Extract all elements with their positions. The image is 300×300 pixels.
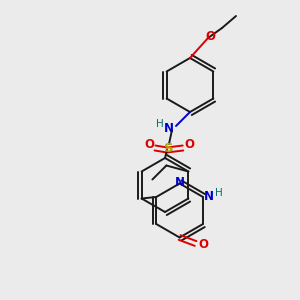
Text: H: H	[215, 188, 223, 198]
Text: S: S	[164, 142, 174, 155]
Text: O: O	[199, 238, 208, 251]
Text: O: O	[205, 29, 215, 43]
Text: N: N	[204, 190, 214, 202]
Text: O: O	[144, 137, 154, 151]
Text: N: N	[164, 122, 174, 134]
Text: H: H	[156, 119, 164, 129]
Text: O: O	[184, 137, 194, 151]
Text: N: N	[175, 176, 184, 189]
